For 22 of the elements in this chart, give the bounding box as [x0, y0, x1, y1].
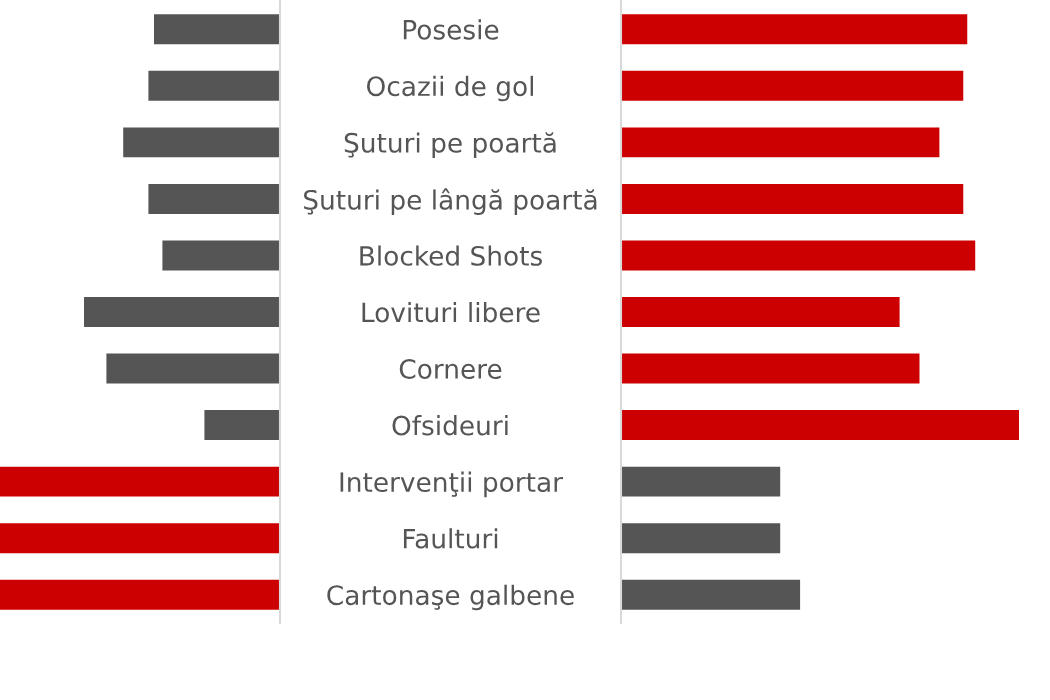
y-tick-label: Lovituri libere — [362, 301, 540, 323]
bar — [621, 353, 920, 384]
y-tick-label: Posesie — [403, 19, 499, 40]
y-tick-label: Blocked Shots — [360, 245, 542, 266]
bar — [621, 240, 976, 271]
bar — [621, 523, 781, 554]
y-tick-label: Cartonaşe galbene — [327, 584, 574, 611]
y-tick-label: Ofsideuri — [392, 415, 508, 436]
bar — [621, 127, 940, 158]
bar — [621, 466, 781, 497]
y-tick-label: Cornere — [399, 358, 502, 379]
y-tick-label: Faulturi — [403, 528, 498, 549]
bar — [621, 297, 900, 327]
y-tick-label: Şuturi pe poartă — [344, 132, 556, 158]
y-tick-label: Intervenţii portar — [340, 471, 564, 498]
bar — [621, 410, 1019, 441]
bar — [621, 579, 801, 610]
bar — [621, 70, 964, 101]
bar — [621, 14, 968, 45]
bar — [621, 183, 964, 214]
y-tick-label: Şuturi pe lângă poartă — [304, 188, 597, 215]
y-tick-label: Ocazii de gol — [367, 75, 533, 102]
